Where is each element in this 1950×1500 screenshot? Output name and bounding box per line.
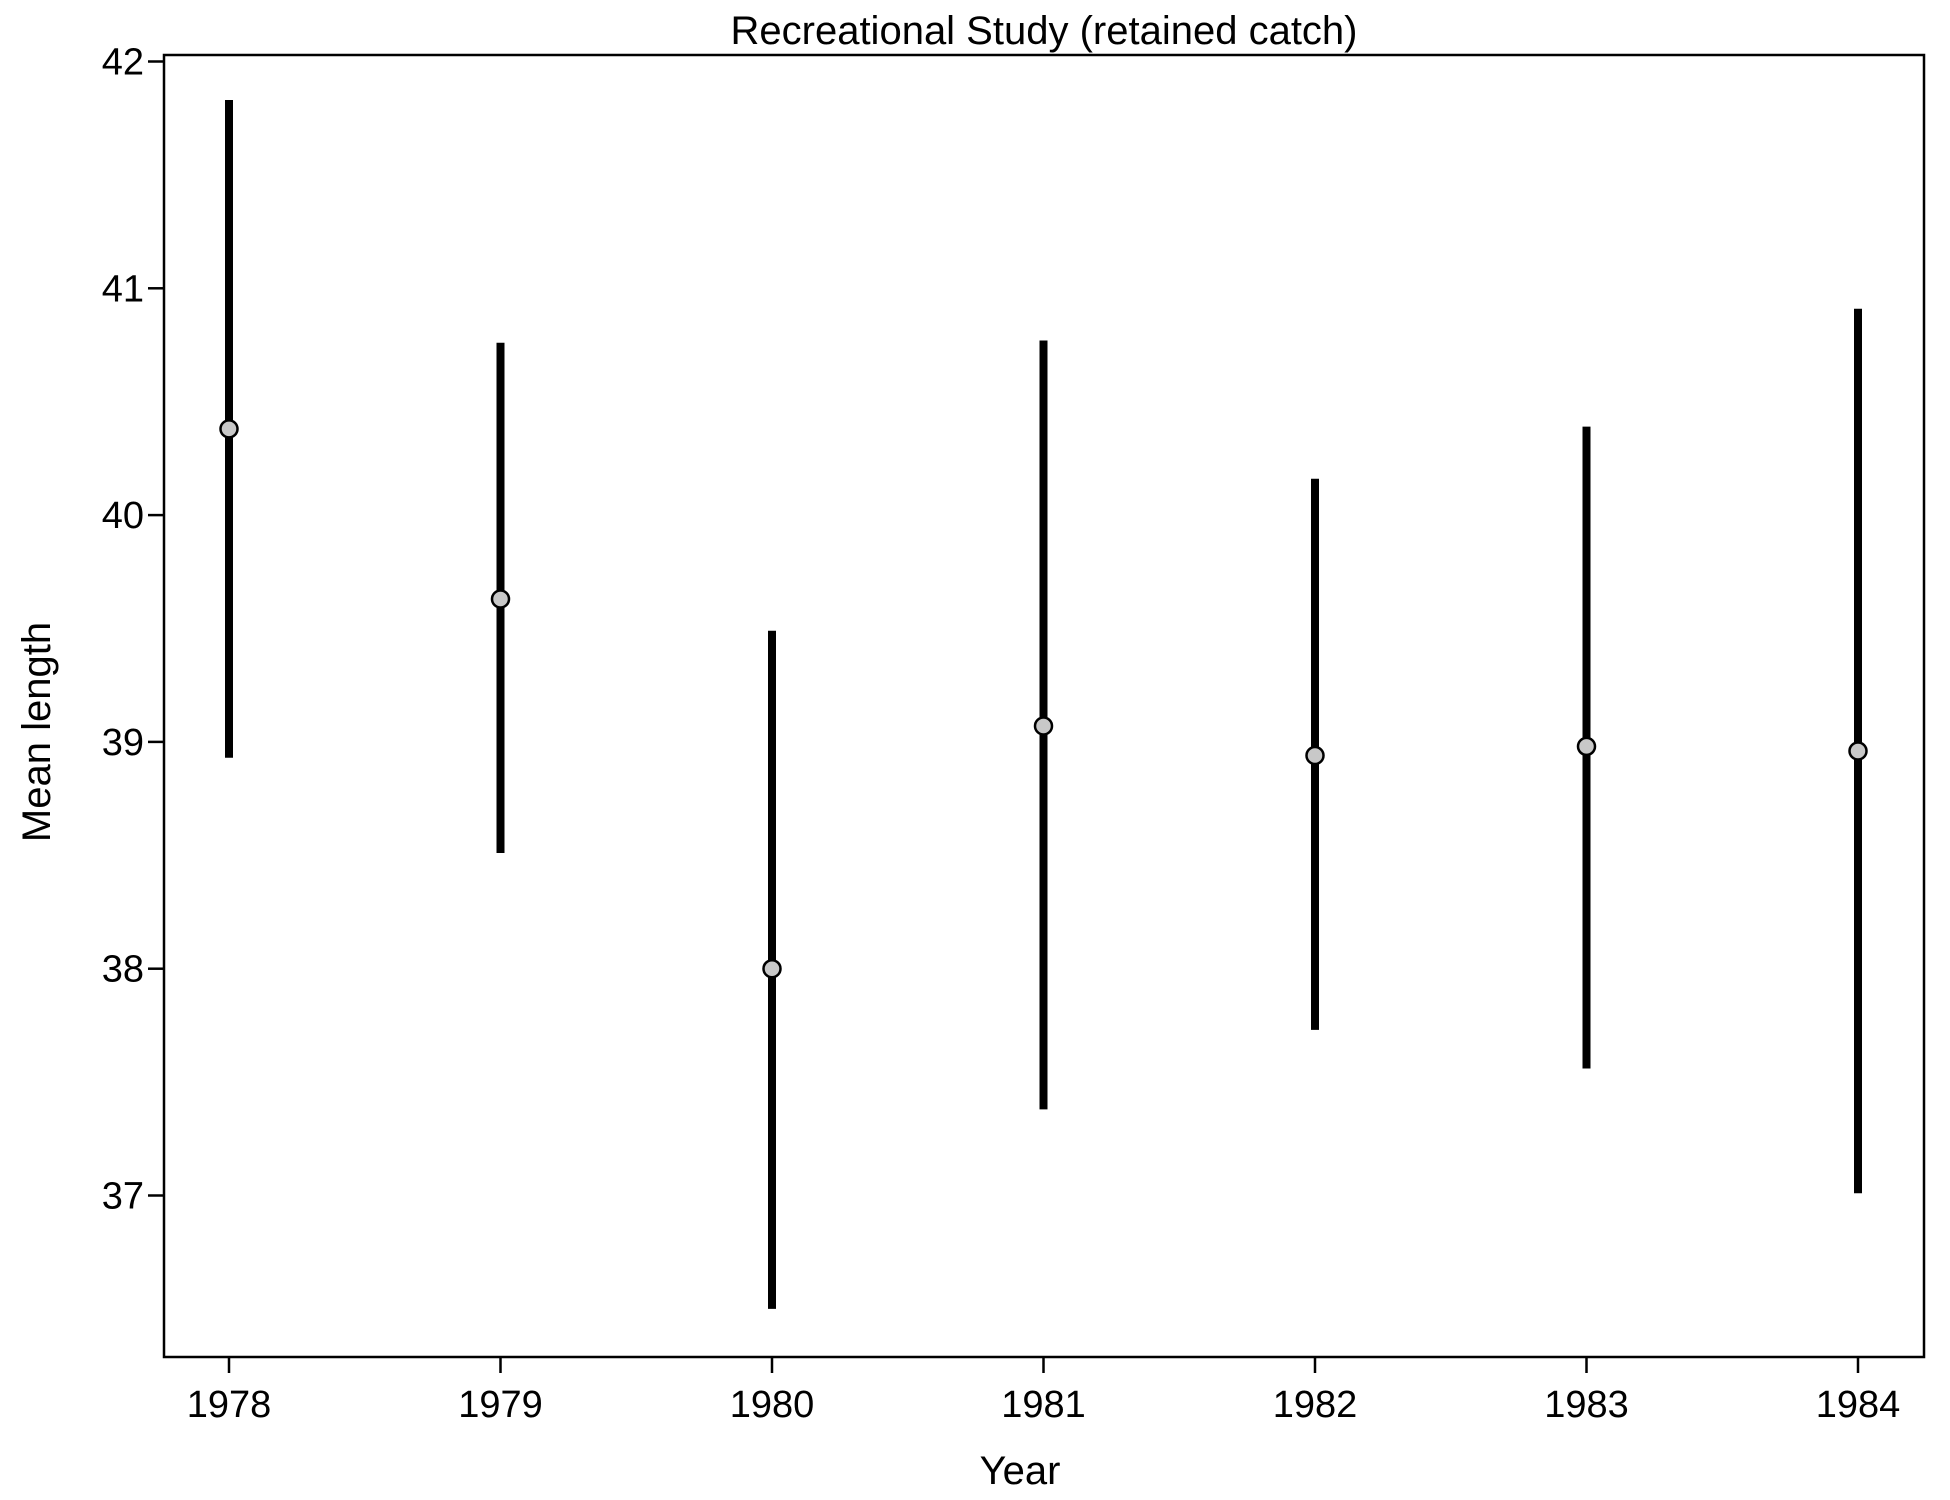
y-tick-label: 41 [102, 268, 144, 310]
y-tick-label: 37 [102, 1176, 144, 1218]
mean-point [219, 419, 239, 439]
y-axis-label: Mean length [15, 622, 59, 842]
x-tick-label: 1983 [1544, 1384, 1629, 1426]
x-tick-label: 1984 [1816, 1384, 1901, 1426]
x-tick-label: 1982 [1273, 1384, 1358, 1426]
mean-point [490, 589, 511, 609]
mean-point [1848, 741, 1868, 761]
chart-title: Recreational Study (retained catch) [731, 9, 1358, 53]
data-marks [219, 100, 1868, 1309]
x-tick-label: 1979 [458, 1384, 543, 1426]
x-tick-label: 1978 [187, 1384, 272, 1426]
mean-point [1033, 716, 1054, 736]
mean-point [762, 958, 782, 979]
x-tick-label: 1980 [730, 1384, 815, 1426]
y-axis: 37 38 39 40 41 42 [102, 42, 164, 1218]
y-tick-label: 38 [102, 949, 144, 991]
x-axis-label: Year [980, 1449, 1061, 1493]
x-axis: 1978 1979 1980 1981 1982 1983 1984 [187, 1357, 1901, 1426]
y-tick-label: 39 [102, 722, 144, 764]
mean-point [1305, 745, 1325, 766]
x-tick-label: 1981 [1001, 1384, 1086, 1426]
y-tick-label: 40 [102, 495, 144, 537]
mean-point [1576, 736, 1597, 757]
y-tick-label: 42 [102, 42, 144, 84]
